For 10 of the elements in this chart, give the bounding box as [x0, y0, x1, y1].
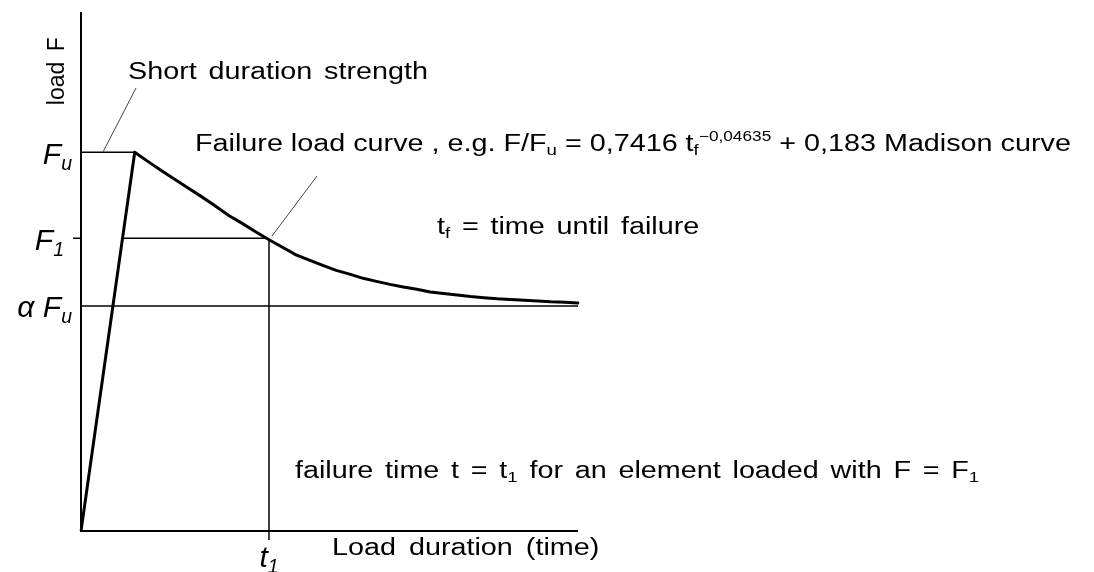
x-axis-title: Load duration (time)	[331, 533, 599, 561]
ref-line-label: F$_{1}$	[34, 222, 64, 260]
text: t$_{1}$	[259, 540, 279, 572]
annotation: failure time t = t$_{1}$ for an element loaded with F = F$_{1}$	[295, 456, 980, 486]
ref-line-label: α F$_{u}$	[17, 290, 72, 328]
y-axis-title: load F	[42, 37, 70, 105]
text: Short duration strength	[128, 57, 428, 85]
annotation: Failure load curve , e.g. F/F$_{u}$ = 0,7416 t$_{f}$$^{−0,04635}$ + 0,183 Madison curve	[195, 128, 1071, 159]
ref-line-label: F$_{u}$	[42, 136, 72, 174]
annotation: t$_{f}$ = time until failure	[437, 212, 700, 242]
